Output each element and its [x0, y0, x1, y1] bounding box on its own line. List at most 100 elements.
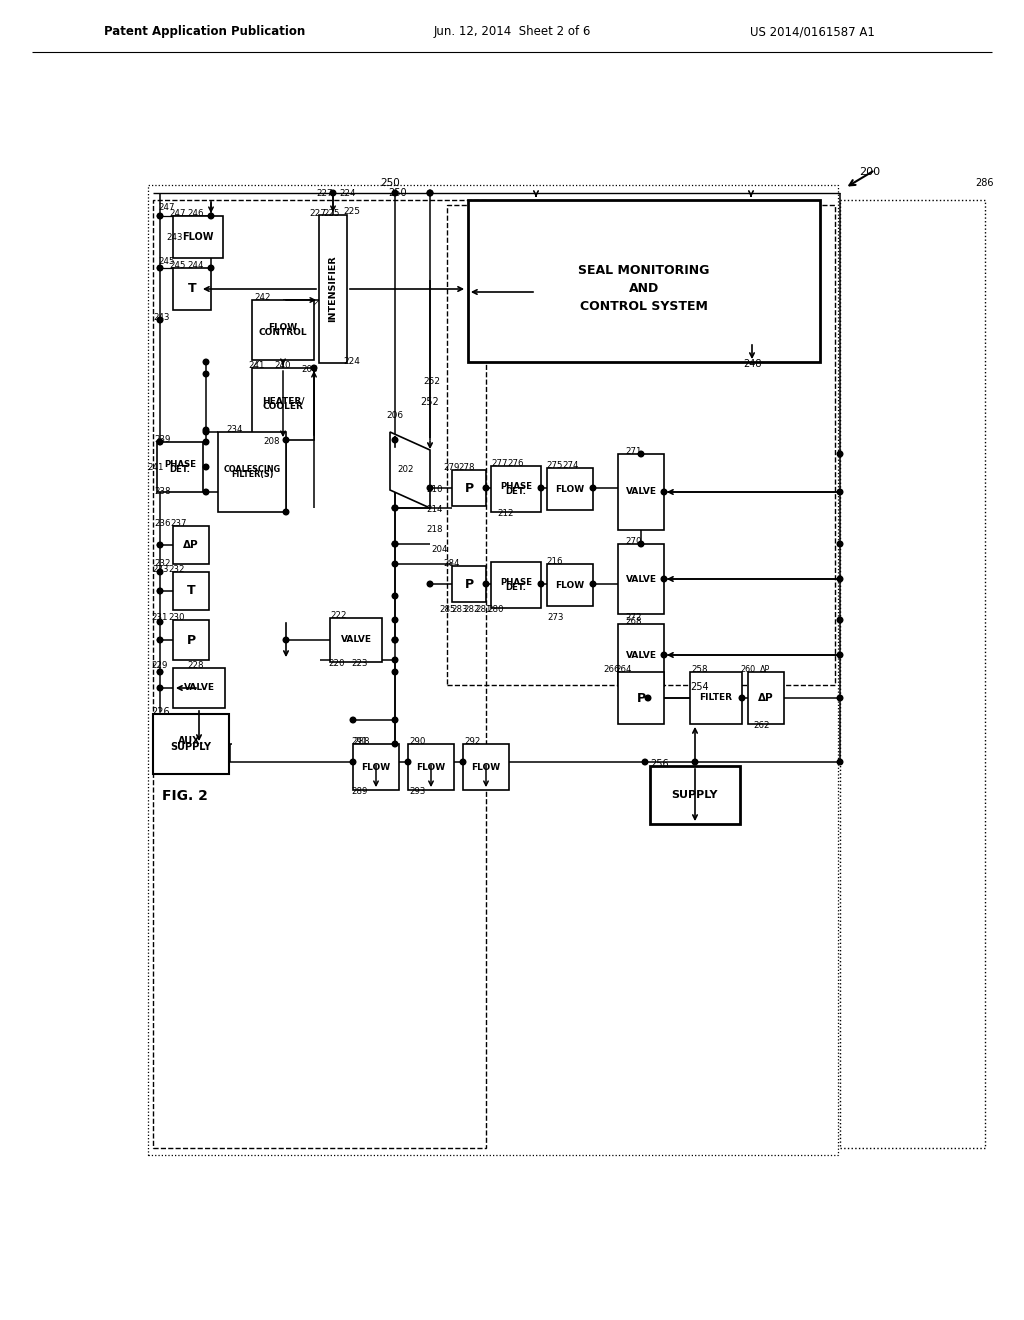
Text: CONTROL SYSTEM: CONTROL SYSTEM: [580, 300, 708, 313]
Circle shape: [284, 437, 289, 442]
Circle shape: [460, 759, 466, 764]
Circle shape: [838, 759, 843, 764]
Text: 227: 227: [309, 209, 327, 218]
Text: FLOW: FLOW: [268, 322, 298, 331]
Circle shape: [158, 685, 163, 690]
Text: 230: 230: [169, 614, 185, 623]
FancyBboxPatch shape: [252, 368, 314, 440]
Text: DET.: DET.: [170, 465, 190, 474]
Text: DET.: DET.: [506, 583, 526, 593]
Text: FILTER: FILTER: [699, 693, 732, 702]
Text: 244: 244: [187, 261, 204, 271]
Circle shape: [208, 265, 214, 271]
Circle shape: [284, 510, 289, 515]
Circle shape: [483, 581, 488, 587]
Circle shape: [208, 214, 214, 219]
Text: US 2014/0161587 A1: US 2014/0161587 A1: [750, 25, 874, 38]
Circle shape: [158, 440, 163, 445]
Text: 238: 238: [155, 487, 171, 496]
Text: 264: 264: [615, 665, 632, 675]
Text: SUPPLY: SUPPLY: [171, 742, 212, 752]
Circle shape: [284, 638, 289, 643]
Text: FLOW: FLOW: [555, 484, 585, 494]
Circle shape: [392, 437, 397, 442]
Text: 208: 208: [264, 437, 281, 446]
Circle shape: [838, 696, 843, 701]
Text: ΔP: ΔP: [760, 665, 770, 675]
Text: 210: 210: [427, 486, 443, 495]
FancyBboxPatch shape: [618, 544, 664, 614]
Text: 222: 222: [331, 611, 347, 620]
Circle shape: [311, 366, 316, 371]
Text: PHASE: PHASE: [500, 578, 532, 587]
Text: 232: 232: [169, 565, 185, 574]
Circle shape: [330, 190, 336, 195]
Text: 223: 223: [352, 659, 369, 668]
Circle shape: [158, 619, 163, 624]
Text: 229: 229: [152, 661, 168, 671]
Circle shape: [158, 569, 163, 574]
Text: 273: 273: [548, 614, 564, 623]
Circle shape: [392, 561, 397, 566]
Circle shape: [392, 506, 397, 511]
FancyBboxPatch shape: [173, 525, 209, 564]
Circle shape: [642, 759, 648, 764]
Text: 268: 268: [626, 618, 642, 627]
Text: 286: 286: [976, 178, 994, 187]
Text: COOLER: COOLER: [262, 403, 303, 412]
Circle shape: [158, 214, 163, 219]
Circle shape: [638, 541, 644, 546]
FancyBboxPatch shape: [218, 432, 286, 512]
Text: 278: 278: [459, 463, 475, 473]
Text: 224: 224: [344, 358, 360, 367]
Circle shape: [645, 696, 651, 701]
Circle shape: [203, 359, 209, 364]
Circle shape: [203, 490, 209, 495]
Text: 226: 226: [152, 708, 170, 717]
Text: 250: 250: [380, 178, 400, 187]
Text: 290: 290: [410, 738, 426, 747]
Text: DET.: DET.: [506, 487, 526, 496]
Text: SUPPLY: SUPPLY: [672, 789, 718, 800]
Text: 225: 225: [324, 209, 340, 218]
Circle shape: [392, 638, 397, 643]
Text: 200: 200: [859, 168, 881, 177]
Text: SEAL MONITORING: SEAL MONITORING: [579, 264, 710, 276]
Text: 247: 247: [159, 202, 175, 211]
Text: 266: 266: [604, 665, 621, 675]
Text: 272: 272: [626, 614, 642, 623]
Circle shape: [203, 440, 209, 445]
Text: FLOW: FLOW: [471, 763, 501, 771]
Text: 260: 260: [740, 665, 756, 675]
Text: 280: 280: [487, 606, 504, 615]
Circle shape: [838, 451, 843, 457]
Circle shape: [427, 581, 433, 587]
Text: 289: 289: [352, 788, 369, 796]
Text: 283: 283: [452, 606, 468, 615]
FancyBboxPatch shape: [618, 672, 664, 723]
FancyBboxPatch shape: [153, 714, 229, 774]
Text: 243: 243: [167, 232, 183, 242]
Text: VALVE: VALVE: [341, 635, 372, 644]
Circle shape: [158, 265, 163, 271]
Circle shape: [590, 581, 596, 587]
Text: 237: 237: [171, 520, 187, 528]
Circle shape: [392, 742, 397, 747]
Circle shape: [158, 543, 163, 548]
FancyBboxPatch shape: [618, 624, 664, 686]
Text: 236: 236: [155, 520, 171, 528]
Circle shape: [662, 577, 667, 582]
Text: 204: 204: [432, 545, 449, 554]
Polygon shape: [390, 432, 430, 508]
Circle shape: [662, 652, 667, 657]
FancyBboxPatch shape: [353, 744, 399, 789]
Text: 224: 224: [340, 189, 356, 198]
Text: T: T: [187, 282, 197, 296]
Text: PHASE: PHASE: [500, 482, 532, 491]
Circle shape: [158, 543, 163, 548]
Text: 254: 254: [690, 682, 710, 692]
Circle shape: [392, 541, 397, 546]
Text: 247: 247: [170, 210, 186, 219]
Text: 270: 270: [626, 537, 642, 546]
Text: 277: 277: [492, 459, 508, 469]
